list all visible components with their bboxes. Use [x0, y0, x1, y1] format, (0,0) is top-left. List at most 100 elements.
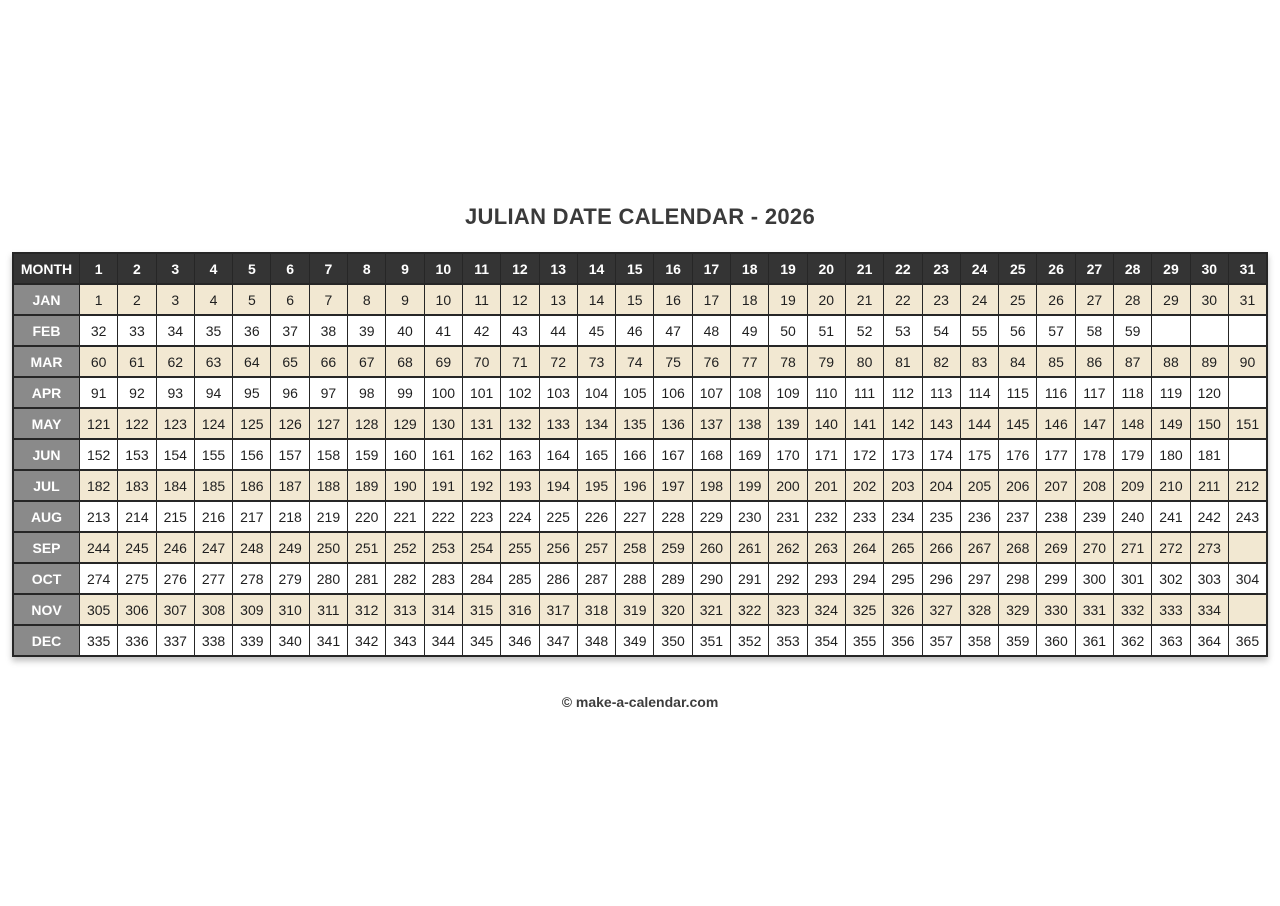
julian-day-cell: 290 [691, 562, 732, 595]
month-label: OCT [12, 562, 80, 595]
julian-day-cell: 31 [1227, 283, 1268, 316]
julian-day-cell: 318 [576, 593, 617, 626]
julian-day-cell: 73 [576, 345, 617, 378]
julian-day-cell: 189 [347, 469, 387, 502]
julian-day-cell: 123 [155, 407, 195, 440]
julian-day-cell: 126 [270, 407, 310, 440]
julian-day-cell: 286 [538, 562, 578, 595]
julian-day-cell: 102 [500, 376, 540, 409]
day-header: 29 [1151, 252, 1191, 285]
julian-day-cell: 353 [768, 624, 808, 657]
julian-day-cell: 97 [308, 376, 349, 409]
julian-day-cell: 236 [959, 500, 1000, 533]
julian-day-cell: 115 [998, 376, 1038, 409]
julian-day-cell: 144 [959, 407, 1000, 440]
julian-day-cell: 350 [653, 624, 693, 657]
julian-day-cell: 309 [232, 593, 272, 626]
julian-day-cell: 150 [1189, 407, 1229, 440]
day-header: 11 [461, 252, 502, 285]
day-header: 27 [1074, 252, 1115, 285]
julian-day-cell: 84 [998, 345, 1038, 378]
day-header: 28 [1113, 252, 1153, 285]
julian-day-cell: 141 [844, 407, 885, 440]
julian-day-cell: 34 [155, 314, 195, 347]
month-row-dec: DEC 335 336 337 338 339 340 341 342 343 344 345 346 3… [12, 624, 1268, 657]
julian-day-cell: 314 [423, 593, 463, 626]
day-header: 10 [423, 252, 463, 285]
julian-day-cell: 4 [193, 283, 234, 316]
julian-day-cell: 190 [385, 469, 425, 502]
julian-day-cell: 258 [615, 531, 655, 564]
julian-day-cell: 48 [691, 314, 732, 347]
julian-day-cell: 69 [423, 345, 463, 378]
day-header: 24 [959, 252, 1000, 285]
julian-day-cell: 72 [538, 345, 578, 378]
julian-day-cell: 181 [1189, 438, 1229, 471]
julian-day-cell: 17 [691, 283, 732, 316]
julian-day-cell: 24 [959, 283, 1000, 316]
julian-day-cell: 186 [232, 469, 272, 502]
month-label: MAR [12, 345, 80, 378]
julian-day-cell: 262 [768, 531, 808, 564]
julian-day-cell: 77 [730, 345, 770, 378]
month-row-jun: JUN 152 153 154 155 156 157 158 159 160 161 162 163 1… [12, 438, 1268, 471]
julian-day-cell: 320 [653, 593, 693, 626]
julian-day-cell: 246 [155, 531, 195, 564]
julian-day-cell: 113 [921, 376, 961, 409]
julian-day-cell: 106 [653, 376, 693, 409]
julian-day-cell: 63 [193, 345, 234, 378]
julian-day-cell: 225 [538, 500, 578, 533]
julian-day-cell: 317 [538, 593, 578, 626]
julian-day-cell: 358 [959, 624, 1000, 657]
julian-day-cell: 37 [270, 314, 310, 347]
julian-day-cell: 50 [768, 314, 808, 347]
julian-day-cell: 242 [1189, 500, 1229, 533]
day-header: 13 [538, 252, 578, 285]
julian-day-cell: 75 [653, 345, 693, 378]
julian-day-cell: 53 [883, 314, 923, 347]
julian-day-cell: 109 [768, 376, 808, 409]
day-header: 12 [500, 252, 540, 285]
day-header: 18 [730, 252, 770, 285]
day-header: 2 [117, 252, 157, 285]
julian-day-cell: 276 [155, 562, 195, 595]
julian-day-cell: 64 [232, 345, 272, 378]
julian-day-cell: 35 [193, 314, 234, 347]
julian-day-cell: 29 [1151, 283, 1191, 316]
julian-day-cell: 20 [806, 283, 846, 316]
julian-day-cell: 238 [1036, 500, 1076, 533]
julian-day-cell: 339 [232, 624, 272, 657]
julian-day-cell: 16 [653, 283, 693, 316]
empty-cell [1189, 314, 1229, 347]
day-header: 7 [308, 252, 349, 285]
julian-day-cell: 43 [500, 314, 540, 347]
julian-day-cell: 135 [615, 407, 655, 440]
julian-day-cell: 90 [1227, 345, 1268, 378]
julian-day-cell: 340 [270, 624, 310, 657]
julian-day-cell: 132 [500, 407, 540, 440]
empty-cell [1227, 376, 1268, 409]
julian-day-cell: 347 [538, 624, 578, 657]
julian-day-cell: 257 [576, 531, 617, 564]
julian-day-cell: 308 [193, 593, 234, 626]
julian-day-cell: 337 [155, 624, 195, 657]
julian-day-cell: 249 [270, 531, 310, 564]
julian-day-cell: 247 [193, 531, 234, 564]
julian-day-cell: 326 [883, 593, 923, 626]
julian-day-cell: 81 [883, 345, 923, 378]
day-header: 14 [576, 252, 617, 285]
julian-day-cell: 164 [538, 438, 578, 471]
julian-day-cell: 108 [730, 376, 770, 409]
julian-day-cell: 223 [461, 500, 502, 533]
julian-day-cell: 18 [730, 283, 770, 316]
day-header: 25 [998, 252, 1038, 285]
julian-day-cell: 89 [1189, 345, 1229, 378]
julian-day-cell: 273 [1189, 531, 1229, 564]
julian-day-cell: 58 [1074, 314, 1115, 347]
julian-day-cell: 343 [385, 624, 425, 657]
julian-day-cell: 5 [232, 283, 272, 316]
julian-day-cell: 121 [78, 407, 119, 440]
julian-day-cell: 1 [78, 283, 119, 316]
julian-day-cell: 12 [500, 283, 540, 316]
day-header: 30 [1189, 252, 1229, 285]
